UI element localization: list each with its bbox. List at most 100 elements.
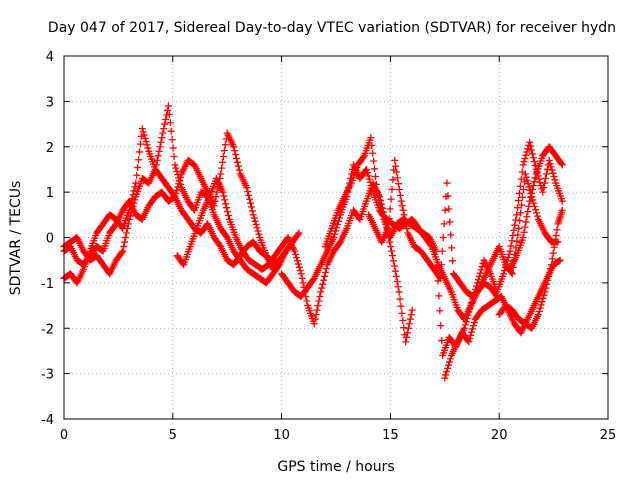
data-point xyxy=(172,164,180,172)
data-point xyxy=(122,234,130,241)
data-point xyxy=(368,141,376,149)
data-point xyxy=(518,201,526,209)
data-point xyxy=(522,218,530,226)
data-point xyxy=(436,307,444,315)
data-point xyxy=(299,279,307,287)
data-point xyxy=(472,285,480,293)
data-point xyxy=(500,267,508,275)
data-point xyxy=(140,131,148,139)
data-point xyxy=(533,209,541,217)
data-point xyxy=(219,188,227,196)
data-point xyxy=(511,221,519,229)
data-point xyxy=(222,200,230,208)
data-point xyxy=(138,125,146,133)
data-point xyxy=(158,134,166,142)
data-point xyxy=(529,182,537,190)
data-point xyxy=(468,328,476,336)
x-tick-label: 25 xyxy=(600,428,617,443)
data-point xyxy=(397,197,405,205)
data-point xyxy=(551,176,559,184)
data-point xyxy=(540,291,548,299)
data-point xyxy=(364,172,372,180)
data-point xyxy=(224,211,232,219)
data-point xyxy=(313,306,321,314)
data-point xyxy=(521,223,529,231)
data-point xyxy=(530,199,538,207)
data-point xyxy=(535,307,543,315)
data-point xyxy=(377,204,385,212)
data-marks xyxy=(60,102,566,382)
data-point xyxy=(519,193,527,201)
data-point xyxy=(143,141,151,149)
data-point xyxy=(224,208,232,216)
data-point xyxy=(173,186,181,194)
data-point xyxy=(447,231,455,239)
series-track-4 xyxy=(173,175,416,346)
data-point xyxy=(135,156,143,164)
data-point xyxy=(440,220,448,228)
data-point xyxy=(407,311,415,319)
data-point xyxy=(536,304,544,312)
data-point xyxy=(166,119,174,127)
data-point xyxy=(393,168,401,176)
data-point xyxy=(126,212,134,220)
data-point xyxy=(441,374,449,382)
series-track-10 xyxy=(506,143,566,273)
data-point xyxy=(293,254,301,262)
x-axis-label: GPS time / hours xyxy=(277,459,394,475)
data-point xyxy=(530,158,538,166)
data-point xyxy=(372,180,380,188)
data-point xyxy=(389,176,397,184)
y-axis-label: SDTVAR / TECUs xyxy=(8,181,24,296)
data-point xyxy=(464,311,472,319)
data-point xyxy=(438,337,446,345)
data-point xyxy=(469,295,477,303)
data-point xyxy=(250,214,258,222)
data-point xyxy=(557,160,565,168)
data-point xyxy=(535,175,543,183)
data-point xyxy=(379,211,387,219)
data-point xyxy=(220,192,228,200)
data-point xyxy=(442,371,450,379)
data-point xyxy=(375,196,383,204)
chart-title: Day 047 of 2017, Sidereal Day-to-day VTE… xyxy=(48,20,616,36)
data-point xyxy=(131,196,139,204)
data-point xyxy=(463,315,471,323)
data-point xyxy=(391,267,399,275)
data-point xyxy=(546,265,554,273)
data-point xyxy=(254,227,262,235)
data-point xyxy=(521,154,529,162)
data-point xyxy=(155,147,163,155)
data-point xyxy=(531,174,539,182)
data-point xyxy=(177,173,185,181)
data-point xyxy=(120,243,128,251)
data-point xyxy=(544,276,552,284)
data-point xyxy=(468,298,476,306)
data-point xyxy=(523,176,531,184)
data-point xyxy=(385,215,393,223)
data-point xyxy=(169,144,177,152)
data-point xyxy=(245,191,253,199)
data-point xyxy=(312,311,320,319)
data-point xyxy=(294,230,302,238)
data-point xyxy=(542,170,550,178)
data-point xyxy=(528,186,536,194)
data-point xyxy=(475,272,483,280)
data-point xyxy=(553,226,561,234)
data-point xyxy=(512,216,520,224)
data-point xyxy=(523,213,531,221)
data-point xyxy=(461,321,469,329)
x-tick-label: 15 xyxy=(382,428,399,443)
data-point xyxy=(542,284,550,292)
data-point xyxy=(545,272,553,280)
data-point xyxy=(322,265,330,273)
data-point xyxy=(334,221,342,229)
data-point xyxy=(388,247,396,255)
data-point xyxy=(470,292,478,300)
data-point xyxy=(470,318,478,326)
data-point xyxy=(246,195,254,203)
data-point xyxy=(526,197,534,205)
data-point xyxy=(506,247,514,255)
data-point xyxy=(330,234,338,241)
data-point xyxy=(394,180,402,188)
